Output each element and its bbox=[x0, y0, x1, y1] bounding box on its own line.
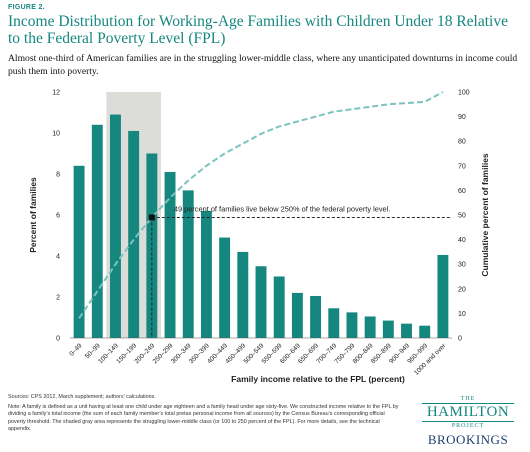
bar bbox=[419, 325, 431, 338]
y2-tick-label: 0 bbox=[458, 336, 462, 343]
bar bbox=[237, 251, 249, 338]
y2-tick-label: 40 bbox=[458, 237, 466, 244]
bar bbox=[310, 295, 322, 338]
y-axis-title: Percent of families bbox=[28, 177, 38, 253]
bar bbox=[73, 165, 85, 338]
chart: Family income relative to the FPL (perce… bbox=[28, 90, 490, 385]
y2-tick-label: 70 bbox=[458, 163, 466, 170]
bar bbox=[291, 292, 303, 338]
y2-tick-label: 60 bbox=[458, 188, 466, 195]
bar bbox=[219, 237, 231, 338]
chart-title: Income Distribution for Working-Age Fami… bbox=[8, 13, 508, 47]
logo: THE HAMILTON PROJECT BROOKINGS bbox=[418, 396, 518, 448]
annotation-marker bbox=[148, 214, 155, 221]
bar bbox=[128, 130, 140, 338]
note: Note: A family is defined as a unit havi… bbox=[8, 403, 399, 433]
y-tick-label: 4 bbox=[56, 254, 60, 261]
figure-label: FIGURE 2. bbox=[8, 4, 45, 11]
bar bbox=[146, 153, 158, 338]
bar bbox=[91, 124, 103, 338]
bar bbox=[110, 114, 121, 338]
logo-brookings: BROOKINGS bbox=[427, 432, 509, 447]
y2-tick-label: 20 bbox=[458, 286, 466, 293]
bar bbox=[364, 316, 376, 338]
bar bbox=[182, 190, 194, 338]
y2-tick-label: 80 bbox=[458, 139, 466, 146]
bar bbox=[437, 254, 449, 338]
y2-tick-label: 10 bbox=[458, 311, 466, 318]
y-tick-label: 12 bbox=[52, 90, 60, 97]
y2-tick-label: 100 bbox=[458, 90, 470, 97]
y2-axis-title: Cumulative percent of families bbox=[480, 153, 490, 277]
y2-tick-label: 90 bbox=[458, 114, 466, 121]
bar bbox=[200, 210, 212, 338]
bar bbox=[328, 308, 340, 338]
y-tick-label: 0 bbox=[56, 336, 60, 343]
logo-the: THE bbox=[460, 396, 476, 402]
bar bbox=[346, 312, 358, 338]
annotation-text: 49 percent of families live below 250% o… bbox=[174, 204, 391, 213]
x-axis-title: Family income relative to the FPL (perce… bbox=[231, 374, 405, 384]
logo-hamilton: HAMILTON bbox=[422, 403, 514, 422]
bar bbox=[273, 276, 285, 338]
footer: Sources: CPS 2012, March supplement; aut… bbox=[8, 394, 403, 436]
bar bbox=[401, 323, 412, 338]
y2-tick-label: 30 bbox=[458, 262, 466, 269]
cumulative-line bbox=[78, 91, 444, 319]
sources: Sources: CPS 2012, March supplement; aut… bbox=[8, 394, 156, 400]
logo-project: PROJECT bbox=[451, 423, 485, 429]
y-tick-label: 10 bbox=[52, 131, 60, 138]
y-tick-label: 8 bbox=[56, 172, 60, 179]
x-tick-label: 0–49 bbox=[68, 342, 83, 357]
y2-tick-label: 50 bbox=[458, 213, 466, 220]
bar bbox=[164, 171, 176, 338]
bar bbox=[255, 266, 267, 338]
chart-subtitle: Almost one-third of American families ar… bbox=[8, 53, 518, 77]
y-tick-label: 6 bbox=[56, 213, 60, 220]
y-tick-label: 2 bbox=[56, 295, 60, 302]
bar bbox=[382, 320, 394, 338]
